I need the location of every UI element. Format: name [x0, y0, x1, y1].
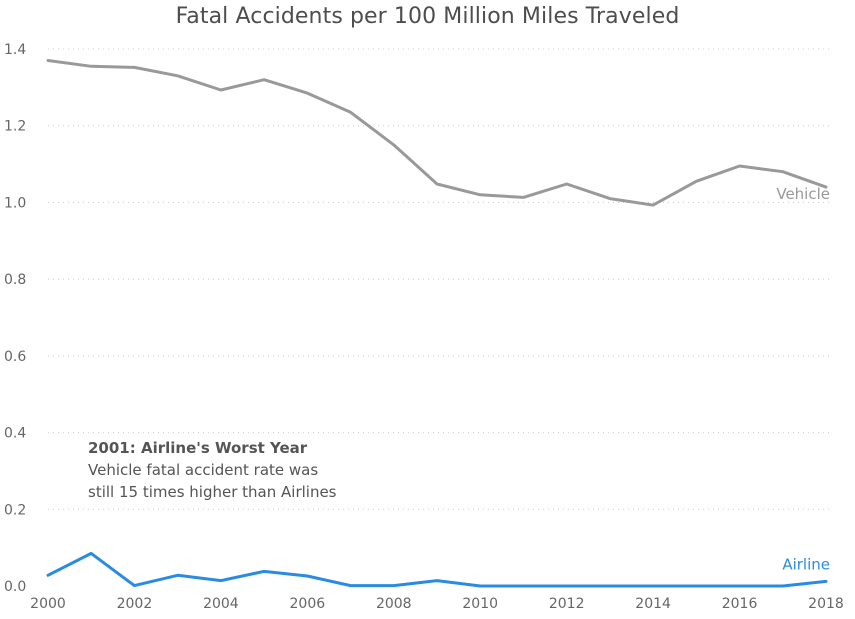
chart-title: Fatal Accidents per 100 Million Miles Tr… — [175, 4, 680, 29]
x-tick-label-9: 2018 — [808, 596, 844, 612]
x-tick-label-6: 2012 — [549, 596, 585, 612]
series-line-airline — [46, 551, 828, 588]
y-tick-label-0: 0.0 — [4, 579, 26, 595]
y-tick-label-1: 0.2 — [4, 502, 26, 518]
series-line-vehicle — [46, 59, 828, 207]
y-tick-label-7: 1.4 — [4, 42, 26, 58]
series-label-airline: Airline — [782, 555, 830, 573]
x-tick-label-0: 2000 — [30, 596, 66, 612]
annotation-title: 2001: Airline's Worst Year — [88, 439, 308, 457]
y-tick-label-5: 1.0 — [4, 195, 26, 211]
y-tick-label-6: 1.2 — [4, 119, 26, 135]
x-tick-label-4: 2008 — [376, 596, 412, 612]
y-tick-label-3: 0.6 — [4, 349, 26, 365]
x-tick-label-2: 2004 — [203, 596, 239, 612]
y-tick-label-2: 0.4 — [4, 426, 26, 442]
x-tick-label-3: 2006 — [290, 596, 326, 612]
series-label-vehicle: Vehicle — [776, 185, 830, 203]
x-tick-label-5: 2010 — [462, 596, 498, 612]
x-tick-label-7: 2014 — [635, 596, 671, 612]
x-tick-label-1: 2002 — [117, 596, 153, 612]
x-tick-label-8: 2016 — [722, 596, 758, 612]
annotation-line-1: still 15 times higher than Airlines — [88, 483, 337, 501]
y-tick-label-4: 0.8 — [4, 272, 26, 288]
annotation-line-0: Vehicle fatal accident rate was — [88, 461, 318, 479]
